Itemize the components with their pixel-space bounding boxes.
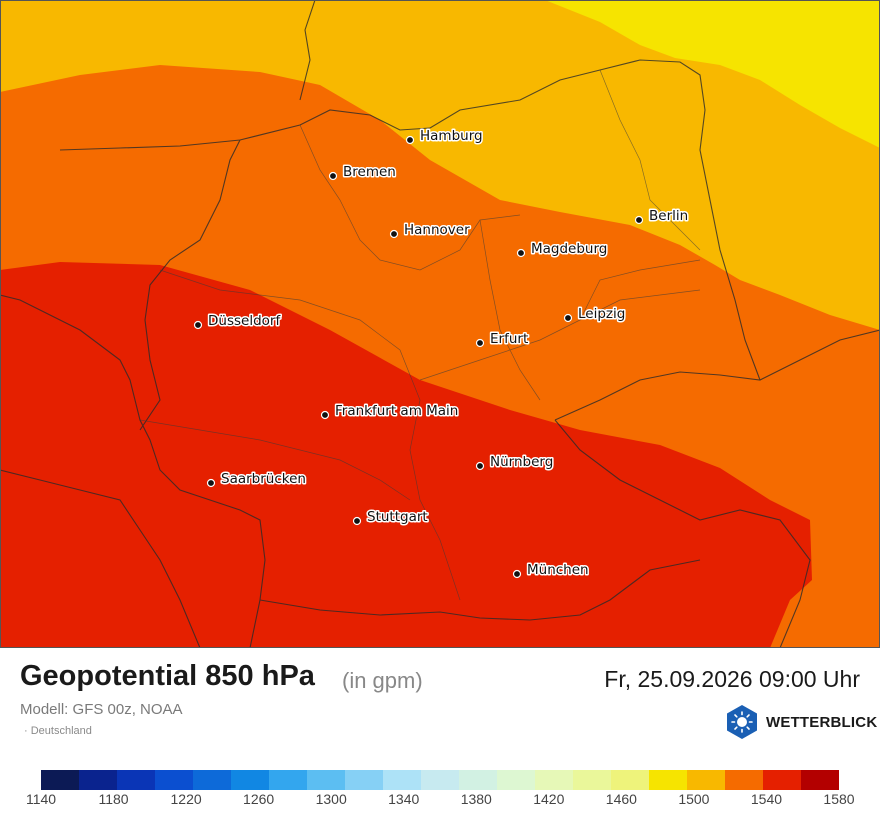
svg-text:Nürnberg: Nürnberg (490, 454, 553, 470)
scale-ticks: 1140 1180 1220 1260 1300 1340 1380 1420 1460 1500… (0, 791, 880, 811)
scale-segment (231, 770, 269, 790)
map-region-1460-1500 (0, 0, 880, 330)
city-marker: Bremen (328, 163, 397, 182)
city-marker: München (512, 561, 590, 580)
scale-segment (725, 770, 763, 790)
scale-segment (801, 770, 839, 790)
city-marker: Nürnberg (475, 453, 555, 472)
scale-tick-label: 1300 (315, 791, 347, 807)
city-marker: Erfurt (475, 330, 530, 349)
scale-tick-label: 1220 (170, 791, 202, 807)
scale-segment (535, 770, 573, 790)
city-marker: Saarbrücken (206, 470, 307, 489)
city-marker: Leipzig (563, 305, 627, 324)
scale-tick-label: 1260 (243, 791, 275, 807)
map-region-1420-1460 (545, 0, 880, 148)
svg-text:Düsseldorf: Düsseldorf (208, 313, 281, 329)
scale-segment (383, 770, 421, 790)
unit-label: (in gpm) (342, 668, 423, 693)
city-marker: Stuttgart (352, 508, 429, 527)
svg-text:Bremen: Bremen (343, 164, 396, 180)
scale-tick-label: 1180 (98, 791, 129, 807)
scale-tick-label: 1340 (388, 791, 420, 807)
city-marker: Hamburg (405, 127, 484, 146)
scale-segment (687, 770, 725, 790)
svg-text:Hamburg: Hamburg (420, 128, 483, 144)
svg-text:Stuttgart: Stuttgart (367, 509, 428, 525)
svg-text:Leipzig: Leipzig (578, 306, 625, 322)
city-marker: Hannover (389, 221, 472, 240)
scale-segment (155, 770, 193, 790)
scale-segment (649, 770, 687, 790)
scale-segment (79, 770, 117, 790)
city-marker: Düsseldorf (193, 312, 283, 331)
scale-segment (459, 770, 497, 790)
forecast-datetime: Fr, 25.09.2026 09:00 Uhr (604, 666, 860, 692)
scale-segment (497, 770, 535, 790)
scale-tick-label: 1580 (823, 791, 855, 807)
borders (0, 0, 880, 648)
svg-text:Saarbrücken: Saarbrücken (221, 471, 306, 487)
scale-tick-label: 1420 (533, 791, 565, 807)
scale-tick-label: 1140 (25, 791, 57, 807)
scale-segment (573, 770, 611, 790)
scale-segment (421, 770, 459, 790)
info-panel: Geopotential 850 hPa (in gpm) Fr, 25.09.… (0, 648, 880, 830)
scale-tick-label: 1500 (678, 791, 710, 807)
region-label: · Deutschland (24, 725, 92, 737)
weather-map: Hamburg Bremen Berlin Hannover Magdeburg… (0, 0, 880, 648)
city-marker: Magdeburg (516, 240, 609, 259)
sun-logo-icon (727, 705, 757, 739)
svg-text:Magdeburg: Magdeburg (531, 241, 607, 257)
brand-logo[interactable]: WETTERBLICK (724, 704, 877, 740)
svg-text:München: München (527, 562, 589, 578)
city-marker: Frankfurt am Main (320, 402, 460, 421)
svg-text:Erfurt: Erfurt (490, 331, 528, 347)
region-name: Deutschland (30, 725, 92, 737)
svg-text:Hannover: Hannover (404, 222, 470, 238)
brand-name: WETTERBLICK (766, 713, 878, 731)
scale-segment (611, 770, 649, 790)
color-scale (41, 770, 839, 790)
scale-segment (269, 770, 307, 790)
cities: Hamburg Bremen Berlin Hannover Magdeburg… (193, 127, 690, 580)
scale-segment (763, 770, 801, 790)
city-marker: Berlin (634, 207, 690, 226)
scale-segment (193, 770, 231, 790)
scale-segment (117, 770, 155, 790)
svg-text:Frankfurt am Main: Frankfurt am Main (335, 403, 458, 419)
map-title: Geopotential 850 hPa (20, 660, 315, 692)
scale-tick-label: 1460 (605, 791, 637, 807)
scale-segment (345, 770, 383, 790)
scale-segment (307, 770, 345, 790)
scale-segment (41, 770, 79, 790)
model-label: Modell: GFS 00z, NOAA (20, 701, 183, 718)
svg-text:Berlin: Berlin (649, 208, 688, 224)
state-borders (139, 69, 701, 601)
scale-tick-label: 1540 (750, 791, 783, 807)
scale-tick-label: 1380 (460, 791, 492, 807)
